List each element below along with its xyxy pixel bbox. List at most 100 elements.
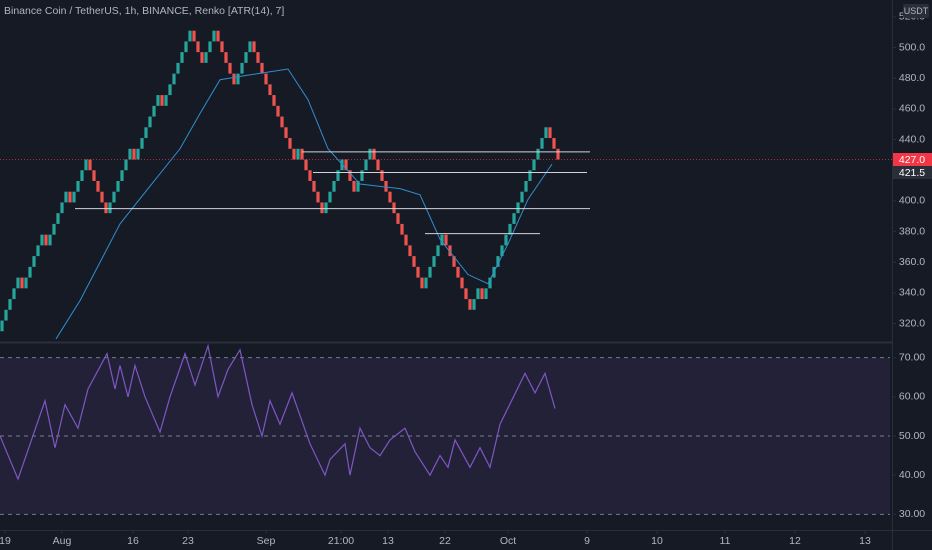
renko-brick	[376, 159, 380, 171]
renko-brick	[8, 299, 12, 310]
renko-brick	[384, 180, 388, 192]
renko-brick	[480, 288, 484, 300]
x-tick-label: 11	[720, 535, 731, 547]
renko-brick	[324, 202, 328, 214]
renko-brick	[316, 191, 320, 203]
renko-brick	[288, 138, 292, 149]
renko-brick	[528, 170, 532, 181]
renko-brick	[372, 148, 376, 160]
renko-brick	[332, 180, 336, 192]
renko-brick	[292, 148, 296, 160]
renko-brick	[428, 266, 432, 278]
price-unit: USDT	[904, 6, 929, 16]
renko-brick	[416, 266, 420, 278]
ma-badge	[893, 165, 932, 179]
renko-brick	[92, 170, 96, 181]
renko-brick	[464, 288, 468, 300]
renko-brick	[252, 41, 256, 53]
renko-brick	[56, 213, 60, 224]
renko-brick	[144, 127, 148, 139]
x-tick-label: Aug	[53, 535, 72, 547]
x-tick-label: 12	[789, 535, 801, 547]
axes: 320.0340.0360.0380.0400.0420.0440.0460.0…	[0, 11, 932, 547]
rsi-pane	[0, 343, 890, 515]
renko-brick	[536, 148, 540, 160]
renko-brick	[544, 127, 548, 139]
renko-brick	[476, 288, 480, 300]
renko-brick	[212, 30, 216, 42]
renko-brick	[164, 95, 168, 106]
renko-brick	[400, 223, 404, 235]
renko-brick	[328, 191, 332, 203]
renko-brick	[72, 191, 76, 203]
renko-brick	[300, 148, 304, 160]
rsi-tick-label: 30.00	[899, 508, 925, 520]
y-tick-label: 500.0	[899, 41, 925, 53]
renko-brick	[368, 148, 372, 160]
renko-brick	[200, 52, 204, 63]
renko-brick	[540, 138, 544, 149]
renko-brick	[220, 41, 224, 53]
renko-brick	[4, 309, 8, 321]
renko-brick	[20, 277, 24, 289]
renko-brick	[500, 245, 504, 257]
renko-brick	[532, 159, 536, 171]
renko-brick	[216, 30, 220, 42]
x-tick-label: 10	[651, 535, 663, 547]
renko-brick	[352, 180, 356, 192]
renko-brick	[312, 180, 316, 192]
renko-brick	[444, 234, 448, 246]
renko-brick	[96, 180, 100, 192]
y-tick-label: 480.0	[899, 72, 925, 84]
rsi-line	[0, 343, 556, 481]
y-tick-label: 360.0	[899, 256, 925, 268]
chart-title: Binance Coin / TetherUS, 1h, BINANCE, Re…	[4, 5, 284, 17]
renko-brick	[308, 170, 312, 181]
renko-brick	[100, 191, 104, 203]
x-tick-label: 9	[584, 535, 590, 547]
renko-brick	[236, 73, 240, 85]
renko-brick	[440, 234, 444, 246]
renko-brick	[224, 52, 228, 63]
moving-average	[55, 68, 553, 340]
renko-brick	[152, 105, 156, 117]
renko-brick	[148, 116, 152, 128]
x-tick-label: 16	[127, 535, 139, 547]
renko-brick	[132, 148, 136, 160]
x-tick-label: 21:00	[328, 535, 354, 547]
renko-brick	[156, 95, 160, 106]
y-tick-label: 320.0	[899, 317, 925, 329]
renko-brick	[396, 213, 400, 224]
renko-brick	[408, 245, 412, 257]
renko-brick	[436, 245, 440, 257]
renko-brick	[60, 202, 64, 214]
renko-brick	[112, 191, 116, 203]
renko-brick	[468, 299, 472, 310]
renko-brick	[40, 234, 44, 246]
renko-brick	[380, 170, 384, 181]
last-price-label: 427.0	[899, 154, 925, 166]
renko-brick	[12, 288, 16, 300]
renko-brick	[80, 170, 84, 181]
renko-brick	[296, 148, 300, 160]
renko-brick	[256, 52, 260, 63]
renko-brick	[432, 256, 436, 267]
renko-brick	[348, 170, 352, 181]
renko-brick	[520, 191, 524, 203]
renko-brick	[240, 62, 244, 74]
renko-brick	[16, 277, 20, 289]
renko-brick	[452, 256, 456, 267]
renko-brick	[192, 30, 196, 42]
renko-brick	[524, 180, 528, 192]
renko-brick	[496, 256, 500, 267]
renko-brick	[76, 180, 80, 192]
renko-brick	[460, 277, 464, 289]
renko-brick	[208, 41, 212, 53]
renko-brick	[116, 180, 120, 192]
renko-brick	[344, 159, 348, 171]
renko-brick	[232, 73, 236, 85]
renko-brick	[180, 52, 184, 63]
